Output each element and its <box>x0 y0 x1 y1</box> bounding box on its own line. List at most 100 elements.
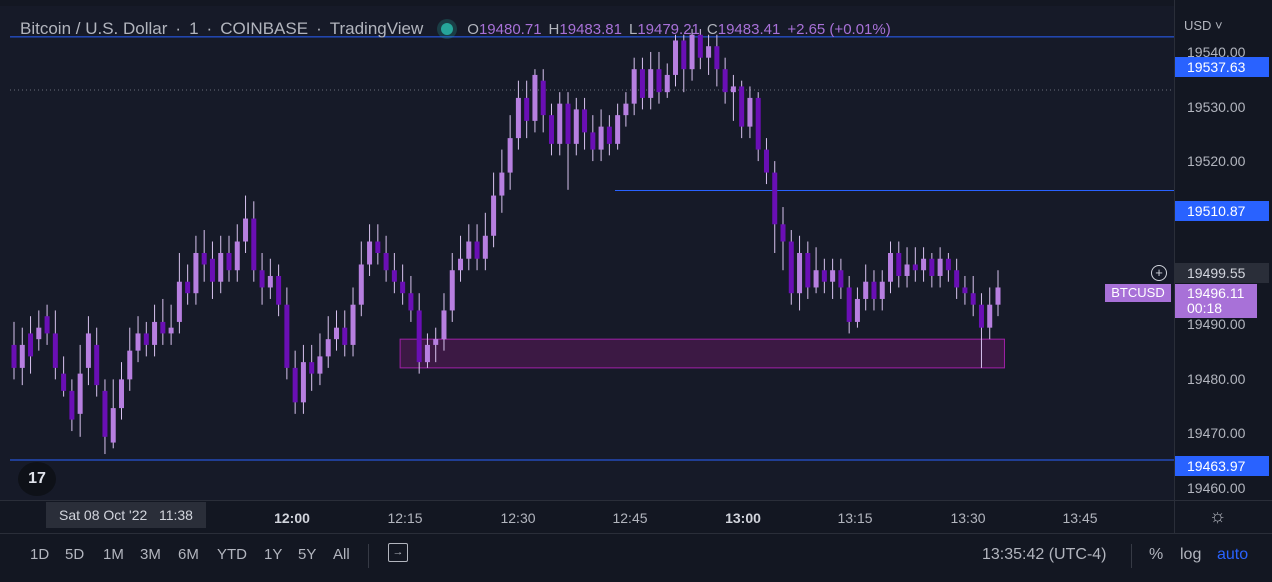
candle-body <box>863 281 869 299</box>
candle-body <box>69 390 75 420</box>
header-separator: · <box>175 19 182 38</box>
add-alert-plus-icon[interactable]: + <box>1151 265 1167 281</box>
candle-body <box>656 69 662 93</box>
range-3m-button[interactable]: 3M <box>140 546 161 563</box>
candle-body <box>482 235 488 259</box>
candle-body <box>962 287 968 294</box>
range-1d-button[interactable]: 1D <box>30 546 50 563</box>
chart-header: Bitcoin / U.S. Dollar · 1 · COINBASE · T… <box>20 18 891 40</box>
source: TradingView <box>329 19 424 38</box>
candle-body <box>28 333 34 357</box>
candle-body <box>424 344 430 363</box>
candle-body <box>267 275 273 288</box>
candle-body <box>912 264 918 271</box>
candle-body <box>590 132 596 150</box>
candle-body <box>548 115 554 144</box>
candle-body <box>606 126 612 144</box>
candle-body <box>19 344 25 368</box>
bar-countdown: 00:18 <box>1187 300 1223 316</box>
price-chart[interactable] <box>0 0 1174 500</box>
candle-body <box>623 103 629 116</box>
candle-body <box>474 241 480 259</box>
time-tick: 13:30 <box>950 510 986 526</box>
goto-date-calendar-icon[interactable]: → <box>388 543 408 562</box>
high-value: 19483.81 <box>559 20 622 38</box>
candle-body <box>408 293 414 311</box>
clock-timezone[interactable]: 13:35:42 (UTC-4) <box>982 546 1107 563</box>
candle-body <box>788 241 794 294</box>
candle-body <box>333 327 339 340</box>
candle-body <box>904 264 910 276</box>
market-status-icon[interactable] <box>441 23 454 35</box>
range-ytd-button[interactable]: YTD <box>217 546 247 563</box>
candle-body <box>730 86 736 93</box>
percent-toggle[interactable]: % <box>1149 546 1164 563</box>
exchange: COINBASE <box>220 19 309 38</box>
price-tick: 19480.00 <box>1187 371 1246 387</box>
chart-area[interactable] <box>0 0 1174 500</box>
price-scale[interactable]: 19540.00 19530.00 19520.00 19490.00 1948… <box>1174 0 1272 500</box>
range-6m-button[interactable]: 6M <box>178 546 199 563</box>
high-label: H <box>548 20 560 38</box>
candle-body <box>135 333 141 351</box>
range-1y-button[interactable]: 1Y <box>264 546 283 563</box>
range-5d-button[interactable]: 5D <box>65 546 85 563</box>
auto-scale-toggle[interactable]: auto <box>1217 546 1249 563</box>
candle-body <box>52 333 58 368</box>
price-tick: 19490.00 <box>1187 316 1246 332</box>
candle-body <box>168 327 174 334</box>
log-toggle[interactable]: log <box>1180 546 1202 563</box>
range-all-button[interactable]: All <box>333 546 350 563</box>
candle-body <box>747 97 753 127</box>
settings-gear-icon[interactable]: ☼ <box>1209 506 1227 527</box>
candle-body <box>615 115 621 144</box>
candle-body <box>805 253 811 288</box>
currency-selector[interactable]: USD ˅ <box>1184 18 1223 33</box>
candle-body <box>921 258 927 271</box>
candle-body <box>664 74 670 93</box>
candle-body <box>400 281 406 294</box>
candle-body <box>987 304 993 328</box>
candle-body <box>929 258 935 276</box>
candle-body <box>838 270 844 288</box>
range-1m-button[interactable]: 1M <box>103 546 124 563</box>
tradingview-logo[interactable]: 17 <box>18 462 56 496</box>
candle-body <box>102 390 108 437</box>
candle-body <box>573 109 579 144</box>
crosshair-date-tag: Sat 08 Oct '22 11:38 <box>46 502 206 528</box>
rectangle-zone <box>399 338 1005 369</box>
range-5y-button[interactable]: 5Y <box>298 546 317 563</box>
top-strip <box>0 0 1174 6</box>
candle-body <box>755 97 761 150</box>
candle-body <box>416 310 422 363</box>
candle-body <box>739 86 745 127</box>
candle-body <box>673 40 679 75</box>
toolbar-divider <box>1131 544 1132 568</box>
candle-body <box>36 327 42 340</box>
change-value: +2.65 (+0.01%) <box>787 20 891 38</box>
interval[interactable]: 1 <box>189 19 199 38</box>
chart-settings-area: ☼ <box>1174 500 1272 533</box>
candle-body <box>350 304 356 345</box>
candle-body <box>11 344 17 368</box>
symbol-name[interactable]: Bitcoin / U.S. Dollar <box>20 19 168 38</box>
hline-price-tag: 19537.63 <box>1175 57 1269 77</box>
candle-body <box>276 275 282 305</box>
candle-body <box>201 253 207 265</box>
crosshair-time: 11:38 <box>158 507 193 523</box>
bottom-toolbar: 1D 5D 1M 3M 6M YTD 1Y 5Y All → 13:35:42 … <box>0 533 1272 582</box>
candle-body <box>292 367 298 403</box>
price-tick: 19540.00 <box>1187 44 1246 60</box>
candle-body <box>582 109 588 133</box>
candle-body <box>515 97 521 139</box>
candle-body <box>540 80 546 116</box>
candle-body <box>499 172 505 196</box>
candle-body <box>176 281 182 322</box>
candle-body <box>61 373 67 391</box>
open-value: 19480.71 <box>478 20 542 38</box>
candle-body <box>160 321 166 334</box>
candle-body <box>209 258 215 282</box>
candle-body <box>879 281 885 299</box>
price-tick: 19520.00 <box>1187 153 1246 169</box>
time-tick: 12:45 <box>612 510 648 526</box>
